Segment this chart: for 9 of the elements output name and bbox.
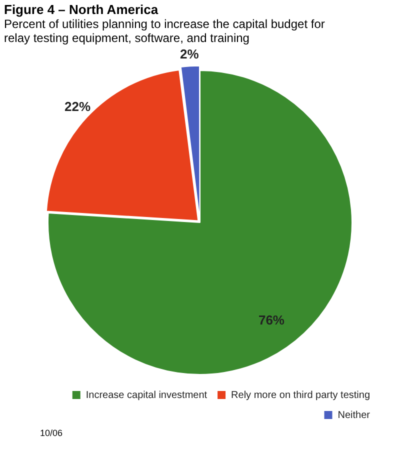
data-label: 22% [64,99,91,114]
legend-label: Rely more on third party testing [231,390,370,401]
data-label: 2% [180,46,200,62]
data-label: 76% [258,312,285,328]
legend-label: Neither [338,410,371,421]
chart-title: Figure 4 – North America [3,1,160,17]
text: 10/06 [40,428,63,438]
legend-label: Increase capital investment [86,390,208,401]
chart-subtitle: Percent of utilities planning to increase the capital budget for relay testing equipment, software, and training [3,17,326,45]
